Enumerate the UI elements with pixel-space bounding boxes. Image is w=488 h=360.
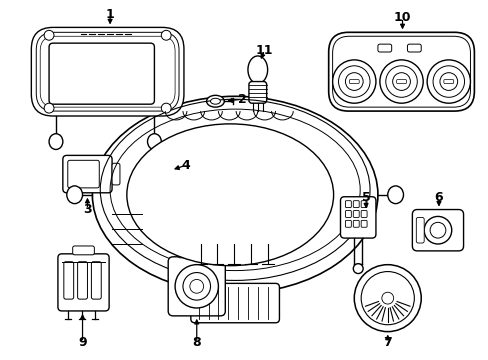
- FancyBboxPatch shape: [407, 44, 420, 52]
- FancyBboxPatch shape: [248, 82, 266, 103]
- Ellipse shape: [381, 292, 393, 304]
- Ellipse shape: [338, 66, 369, 97]
- Ellipse shape: [67, 186, 82, 204]
- FancyBboxPatch shape: [345, 201, 350, 208]
- FancyBboxPatch shape: [352, 220, 359, 227]
- Ellipse shape: [126, 124, 333, 266]
- FancyBboxPatch shape: [415, 217, 423, 243]
- FancyBboxPatch shape: [63, 156, 112, 193]
- Ellipse shape: [352, 264, 363, 274]
- Ellipse shape: [161, 30, 171, 40]
- FancyBboxPatch shape: [361, 220, 366, 227]
- Ellipse shape: [144, 164, 162, 176]
- FancyBboxPatch shape: [73, 246, 94, 255]
- Ellipse shape: [44, 103, 54, 113]
- Ellipse shape: [210, 98, 220, 104]
- Ellipse shape: [432, 66, 464, 97]
- Text: 3: 3: [83, 203, 92, 216]
- Ellipse shape: [247, 56, 267, 84]
- Ellipse shape: [183, 273, 210, 300]
- Ellipse shape: [161, 103, 171, 113]
- Ellipse shape: [345, 73, 363, 90]
- Text: 6: 6: [434, 191, 442, 204]
- Text: 8: 8: [192, 336, 201, 349]
- Ellipse shape: [385, 66, 416, 97]
- FancyBboxPatch shape: [396, 80, 406, 84]
- FancyBboxPatch shape: [328, 32, 473, 111]
- FancyBboxPatch shape: [340, 197, 375, 238]
- Ellipse shape: [49, 134, 63, 149]
- Ellipse shape: [361, 271, 413, 325]
- FancyBboxPatch shape: [112, 163, 120, 185]
- FancyBboxPatch shape: [352, 211, 359, 217]
- Ellipse shape: [44, 30, 54, 40]
- FancyBboxPatch shape: [411, 210, 463, 251]
- Ellipse shape: [332, 60, 375, 103]
- Ellipse shape: [423, 216, 451, 244]
- FancyBboxPatch shape: [190, 283, 279, 323]
- FancyBboxPatch shape: [31, 27, 183, 116]
- Ellipse shape: [147, 134, 161, 149]
- Ellipse shape: [353, 265, 420, 332]
- FancyBboxPatch shape: [68, 160, 99, 188]
- Ellipse shape: [439, 73, 457, 90]
- Text: 7: 7: [383, 336, 391, 349]
- Text: 11: 11: [255, 44, 273, 57]
- FancyBboxPatch shape: [361, 201, 366, 208]
- Ellipse shape: [148, 167, 158, 173]
- FancyBboxPatch shape: [49, 43, 154, 104]
- FancyBboxPatch shape: [352, 201, 359, 208]
- FancyBboxPatch shape: [361, 211, 366, 217]
- Ellipse shape: [379, 60, 422, 103]
- Ellipse shape: [429, 222, 445, 238]
- FancyBboxPatch shape: [78, 262, 87, 299]
- FancyBboxPatch shape: [168, 257, 225, 316]
- FancyBboxPatch shape: [178, 249, 215, 258]
- Text: 9: 9: [78, 336, 87, 349]
- FancyBboxPatch shape: [345, 211, 350, 217]
- Text: 5: 5: [361, 191, 370, 204]
- Text: 4: 4: [181, 159, 190, 172]
- FancyBboxPatch shape: [91, 262, 101, 299]
- Text: 10: 10: [393, 11, 410, 24]
- Ellipse shape: [426, 60, 469, 103]
- Text: 2: 2: [237, 93, 246, 106]
- FancyBboxPatch shape: [443, 80, 453, 84]
- FancyBboxPatch shape: [64, 262, 74, 299]
- Ellipse shape: [92, 96, 377, 293]
- FancyBboxPatch shape: [348, 80, 359, 84]
- Text: 1: 1: [105, 8, 114, 21]
- FancyBboxPatch shape: [58, 254, 109, 311]
- Ellipse shape: [206, 95, 224, 107]
- Ellipse shape: [189, 279, 203, 293]
- Ellipse shape: [392, 73, 409, 90]
- Ellipse shape: [175, 265, 218, 308]
- FancyBboxPatch shape: [345, 220, 350, 227]
- Ellipse shape: [387, 186, 403, 204]
- FancyBboxPatch shape: [377, 44, 391, 52]
